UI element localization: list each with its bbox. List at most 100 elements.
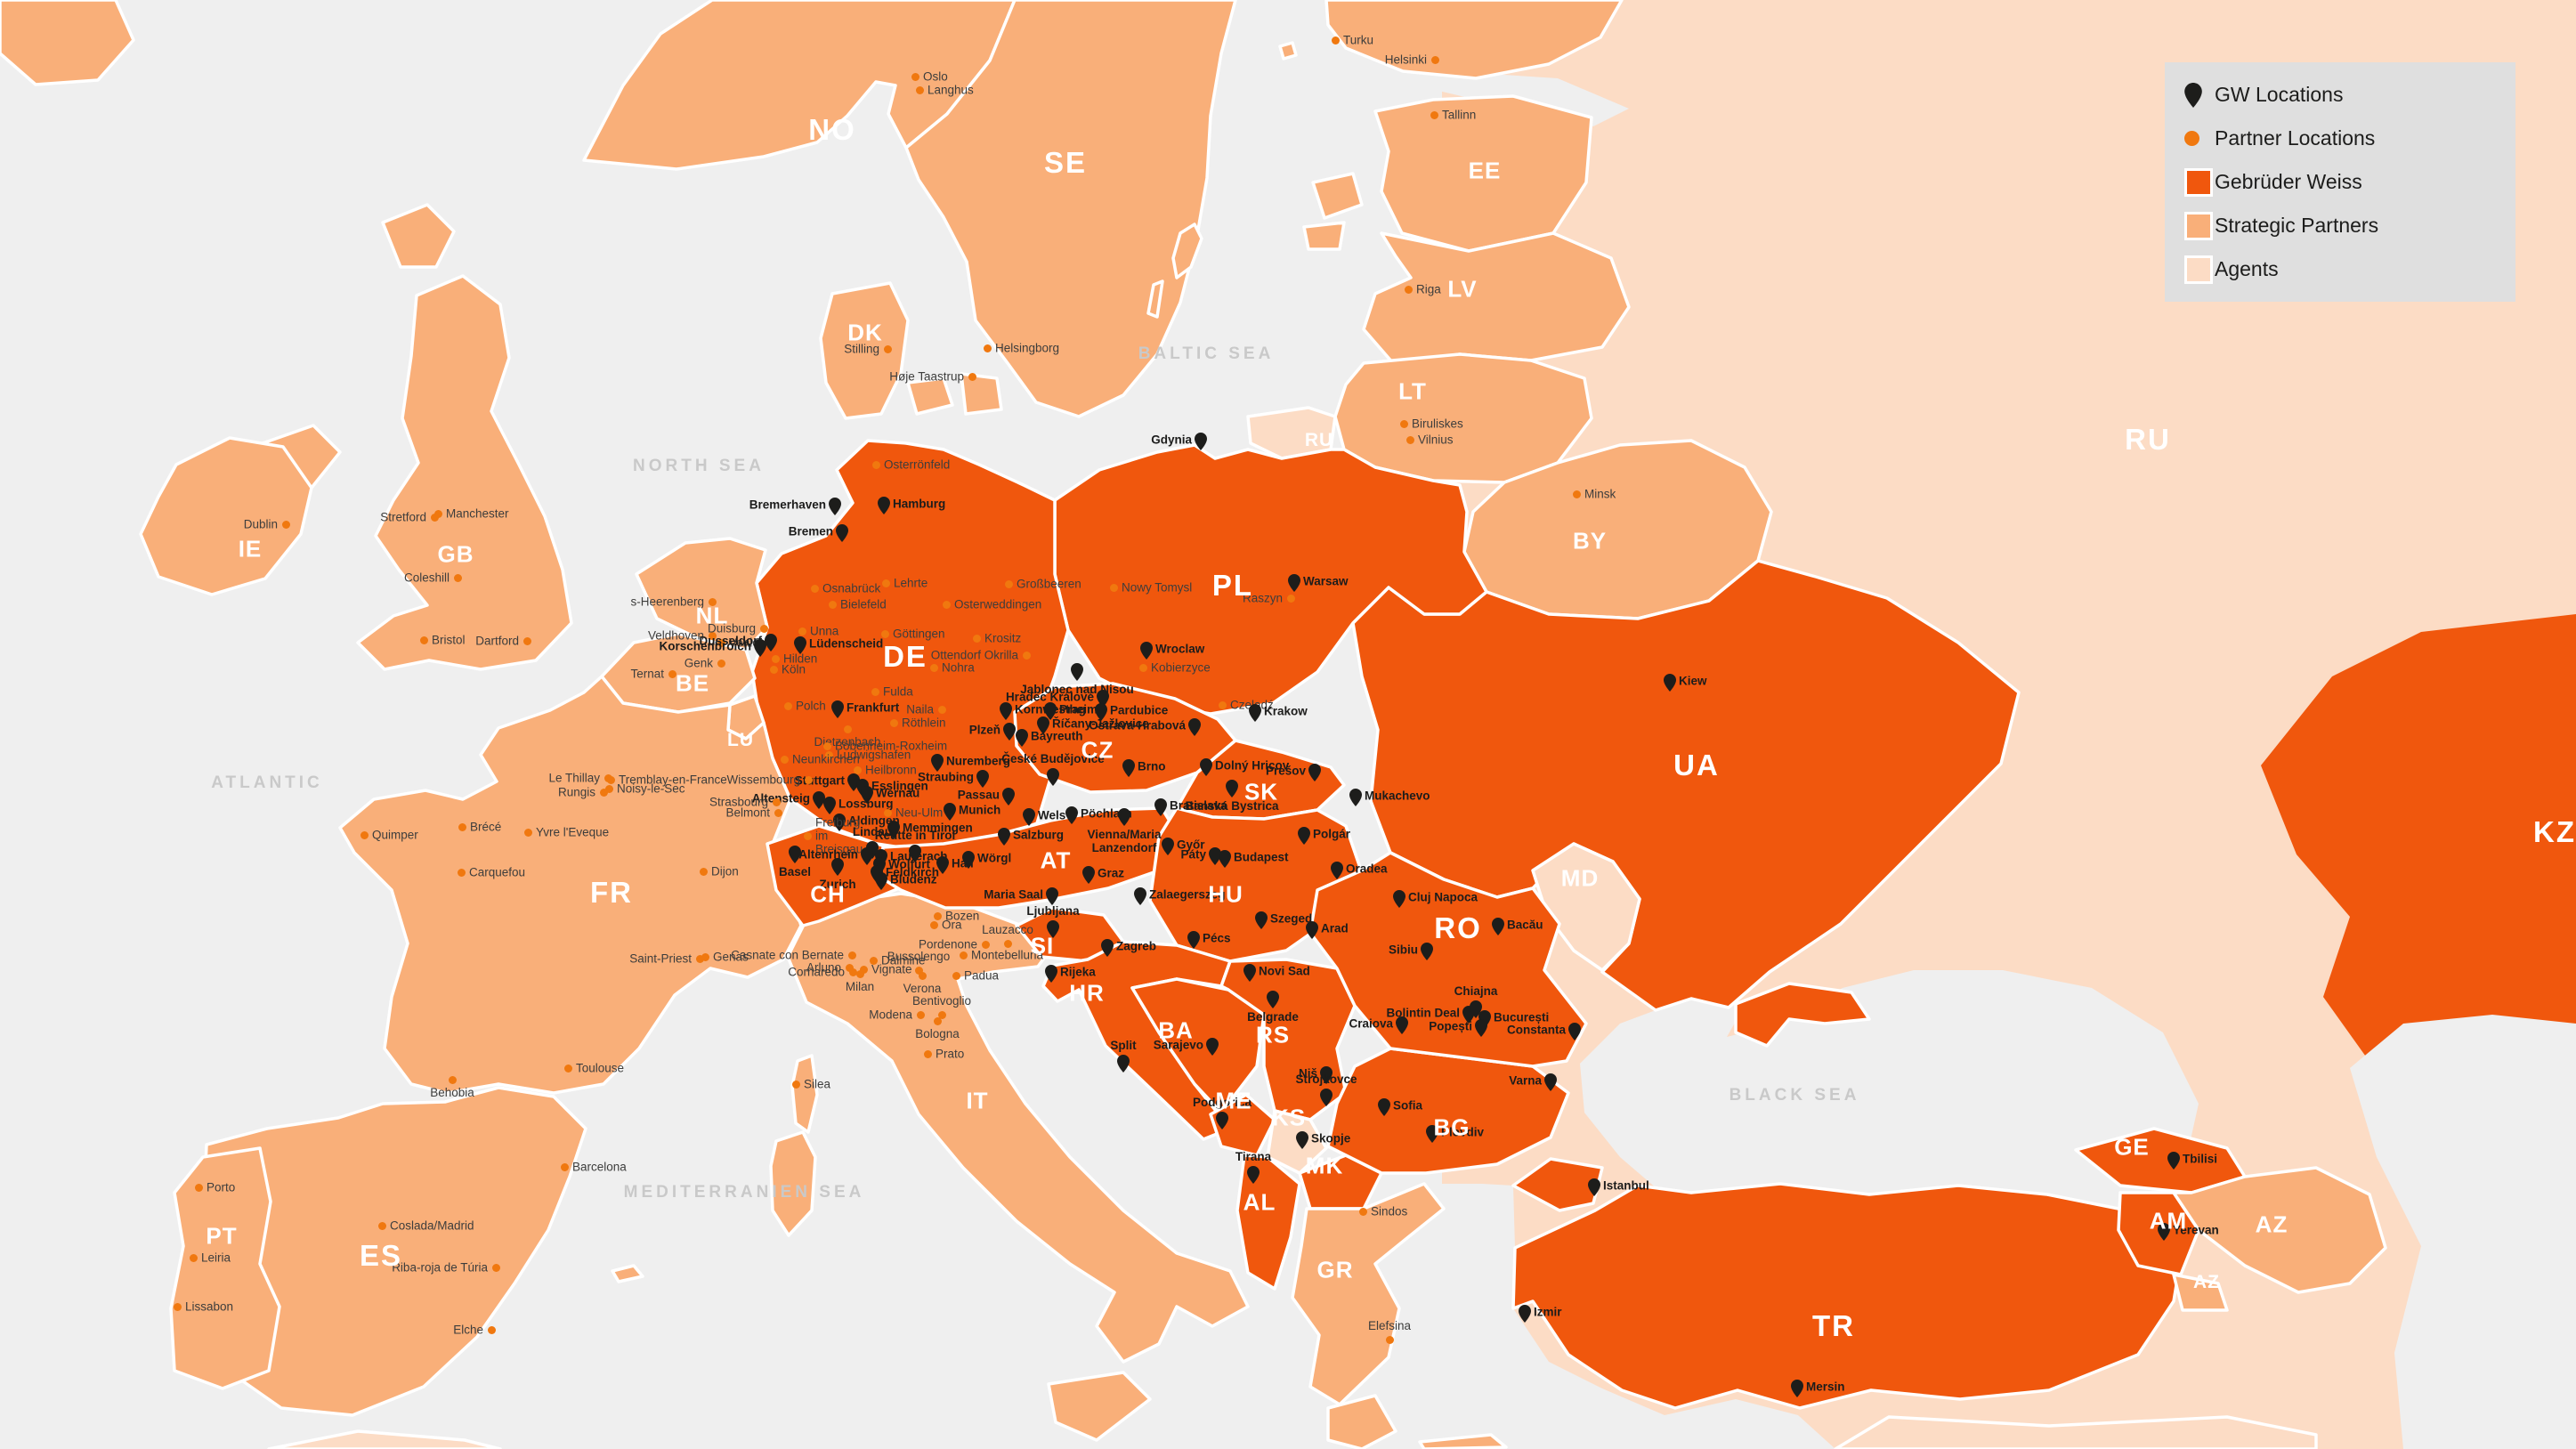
- location-pin-icon: [1216, 1112, 1228, 1129]
- city-label: Lüdenscheid: [809, 636, 884, 651]
- city-label: Bobenheim-Roxheim: [835, 739, 948, 753]
- city-label: Chiajna: [1454, 984, 1498, 998]
- city-label: Saint-Priest: [629, 951, 692, 966]
- country-gr: [1291, 1182, 1446, 1406]
- location-pin-icon: [1117, 1055, 1130, 1073]
- location-pin-icon: [1320, 1066, 1333, 1084]
- city-label: Tbilisi: [2183, 1152, 2218, 1166]
- country-code-md: MD: [1560, 864, 1600, 892]
- country-mk: [1298, 1154, 1383, 1210]
- legend-label: Gebrüder Weiss: [2215, 170, 2362, 193]
- city-label: Genk: [684, 656, 713, 670]
- city-label: Lissabon: [185, 1299, 234, 1314]
- city-label: Mersin: [1806, 1380, 1845, 1394]
- city-label: Barcelona: [572, 1160, 627, 1174]
- partner-dot-icon: [916, 1010, 925, 1019]
- sea-label-black-sea: BLACK SEA: [1729, 1086, 1860, 1105]
- country-code-at: AT: [1040, 846, 1072, 874]
- country-no: [582, 0, 1017, 171]
- country-code-be: BE: [675, 669, 710, 697]
- city-label: Tirana: [1235, 1149, 1272, 1163]
- country-code-dk: DK: [847, 319, 883, 346]
- partner-dot-icon: [173, 1302, 182, 1311]
- city-label: Plzeň: [968, 723, 1000, 737]
- legend-item-gebr-der-weiss: Gebrüder Weiss: [2184, 160, 2496, 204]
- city-label: Reutte in Tirol: [874, 828, 956, 842]
- partner-dot-icon: [933, 911, 942, 920]
- location-pin-icon: [1195, 433, 1207, 450]
- city-label: Lauzacco: [982, 922, 1033, 936]
- partner-dot-icon: [1004, 579, 1013, 588]
- city-label: Dalmine: [881, 953, 926, 967]
- country-fr: [338, 675, 803, 1095]
- city-label: Yvre l'Eveque: [536, 825, 610, 839]
- city-label: Behobia: [430, 1086, 474, 1099]
- city-label: Stilling: [844, 342, 879, 356]
- partner-dot-icon: [929, 663, 938, 672]
- location-pin-icon: [1101, 939, 1114, 957]
- city-label: Ora: [942, 918, 962, 932]
- country-code-rs: RS: [1255, 1021, 1291, 1048]
- island-saaremaa: [1311, 172, 1364, 220]
- country-code-ua: UA: [1673, 749, 1720, 781]
- country-lv: [1362, 231, 1631, 365]
- country-ba: [1130, 977, 1266, 1114]
- partner-dot-icon: [560, 1162, 569, 1171]
- country-code-ba: BA: [1158, 1016, 1194, 1044]
- country-ie: [139, 436, 313, 596]
- city-label: Raszyn: [1242, 591, 1283, 605]
- city-label: Osterweddingen: [954, 597, 1042, 611]
- city-label: Győr: [1177, 838, 1205, 852]
- city-label: Veldhoven: [647, 628, 704, 643]
- location-pin-icon: [1095, 703, 1107, 721]
- location-pin-icon: [1791, 1380, 1803, 1397]
- city-label: Split: [1110, 1038, 1137, 1052]
- city-label: Banská Bystrica: [1185, 799, 1279, 813]
- city-label: Zalaegerszeg: [1149, 887, 1226, 902]
- location-pin-icon: [1045, 965, 1057, 983]
- island-oland: [1146, 279, 1164, 319]
- caspian-sea: [2350, 1015, 2576, 1449]
- location-pin-icon: [1247, 1166, 1260, 1184]
- city-label: Vienna/Maria Lanzendorf: [1087, 828, 1162, 855]
- location-pin-icon: [861, 786, 873, 804]
- city-label: Brécé: [470, 820, 502, 834]
- city-label: Prešov: [1265, 764, 1306, 778]
- city-label: Vignate: [871, 962, 912, 976]
- country-code-pt: PT: [206, 1222, 238, 1250]
- city-label: Altensteig: [751, 791, 810, 805]
- city-label: Bielefeld: [840, 597, 887, 611]
- partner-dot-icon: [845, 963, 854, 972]
- city-label: Sarajevo: [1153, 1038, 1203, 1052]
- location-pin-icon: [1037, 716, 1049, 734]
- legend-label: Strategic Partners: [2215, 214, 2379, 237]
- partner-dot-icon: [377, 1221, 386, 1230]
- city-label: Memmingen: [903, 821, 973, 835]
- island-aland: [1278, 41, 1298, 61]
- location-pin-icon: [909, 845, 921, 862]
- city-label: Tremblay-en-France: [619, 773, 727, 787]
- country-fi: [1324, 0, 1624, 80]
- city-label: Ostrava-Hrabová: [1089, 718, 1186, 733]
- country-ro: [1308, 851, 1588, 1068]
- partner-dot-icon: [937, 705, 946, 714]
- partner-dot-icon: [847, 951, 856, 959]
- legend-item-agents: Agents: [2184, 247, 2496, 291]
- country-code-ch: CH: [810, 880, 846, 908]
- location-pin-icon: [1470, 1000, 1482, 1018]
- location-pin-icon: [1071, 663, 1083, 681]
- partner-dot-icon: [923, 1049, 932, 1058]
- city-label: Krakow: [1264, 704, 1308, 718]
- location-pin-icon: [1396, 1016, 1408, 1034]
- location-pin-icon: [836, 524, 848, 542]
- city-label: Padua: [964, 968, 1000, 983]
- partner-dot-icon: [880, 629, 889, 638]
- country-code-fr: FR: [590, 876, 633, 909]
- partner-dot-icon: [828, 600, 837, 609]
- legend-item-strategic-partners: Strategic Partners: [2184, 204, 2496, 247]
- partner-dot-icon: [981, 940, 990, 949]
- region-nakhchivan: [2172, 1273, 2229, 1312]
- country-az: [2172, 1166, 2387, 1294]
- city-label: Novi Sad: [1259, 964, 1310, 978]
- location-pin-icon: [1044, 702, 1057, 720]
